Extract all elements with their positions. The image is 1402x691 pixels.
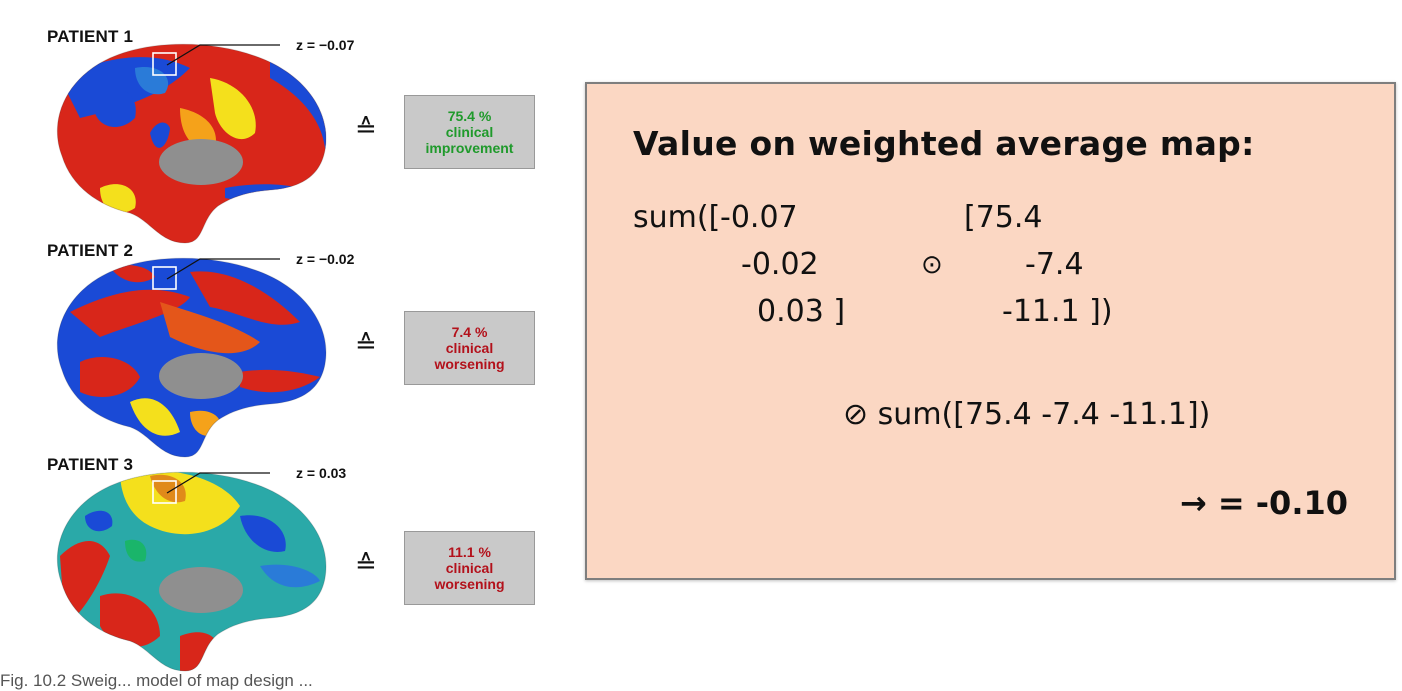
patient-1-label: PATIENT 1 [47,27,134,46]
patient-3-z-value: z = 0.03 [296,465,347,481]
left-vector-value: -0.02 [741,247,819,282]
right-vector-value: -11.1 ]) [1002,294,1113,329]
patient-1-z-value: z = −0.07 [296,37,355,53]
equivalence-symbol-3: ≙ [355,550,377,580]
leader-line-patient-1 [166,44,280,66]
right-vector-value: [75.4 [964,200,1043,235]
patient-2-outcome-box: 7.4 % clinical worsening [404,311,535,385]
patient-3-brain-map [56,471,327,672]
leader-line-patient-3 [166,472,270,494]
figure-caption: Fig. 10.2 Sweig... model of map design .… [0,671,313,690]
right-vector-value: -7.4 [1025,247,1084,282]
leader-line-patient-2 [166,258,280,280]
equivalence-symbol-2: ≙ [355,330,377,360]
outcome-line: clinical [445,560,494,576]
patient-3-label: PATIENT 3 [47,455,134,474]
panel-title: Value on weighted average map: [633,124,1255,163]
outcome-value: 75.4 % [447,108,492,124]
weighted-average-panel: Value on weighted average map: sum([ -0.… [585,82,1396,580]
hadamard-operator: ⊙ [921,250,943,280]
division-term: ⊘ sum([75.4 -7.4 -11.1]) [843,397,1211,432]
patient-2-label: PATIENT 2 [47,241,134,260]
outcome-value: 11.1 % [448,544,491,560]
patient-2-brain-map [56,257,327,458]
patient-2-z-value: z = −0.02 [296,251,355,267]
result-value: → = -0.10 [1179,484,1348,522]
outcome-line: worsening [434,356,505,372]
left-vector-value: 0.03 ] [757,294,846,329]
outcome-line: clinical [445,124,494,140]
patient-1-outcome-box: 75.4 % clinical improvement [404,95,535,169]
patient-3-outcome-box: 11.1 % clinical worsening [404,531,535,605]
sum-open: sum([ [633,200,721,235]
left-vector-value: -0.07 [720,200,798,235]
outcome-line: worsening [434,576,505,592]
leader-lines [166,44,280,494]
equivalence-symbol-1: ≙ [355,114,377,144]
outcome-line: clinical [445,340,494,356]
outcome-value: 7.4 % [451,324,488,340]
outcome-line: improvement [425,140,514,156]
patient-1-brain-map [56,43,327,244]
